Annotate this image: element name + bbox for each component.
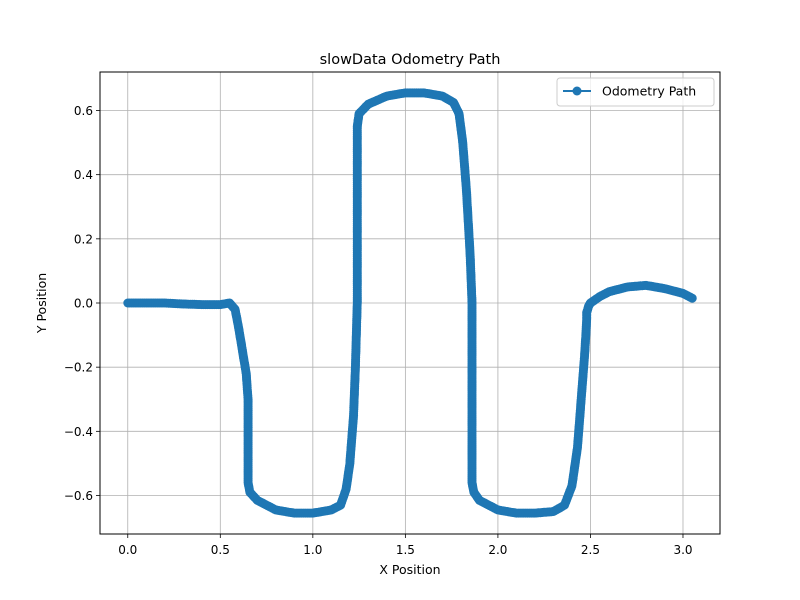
y-axis-ticks: −0.6 −0.4 −0.2 0.0 0.2 0.4 0.6 [64,104,100,503]
y-tick-label: −0.2 [64,361,93,375]
chart-title: slowData Odometry Path [320,52,501,68]
y-tick-label: 0.6 [74,104,93,118]
y-axis-label: Y Position [34,273,49,334]
legend-box [556,77,715,107]
x-tick-label: 1.5 [396,543,415,557]
x-tick-label: 2.0 [488,543,507,557]
x-tick-label: 0.5 [211,543,230,557]
x-axis-ticks: 0.0 0.5 1.0 1.5 2.0 2.5 3.0 [118,534,693,557]
x-tick-label: 3.0 [673,543,692,557]
plot-area [99,71,721,535]
y-tick-label: 0.4 [74,168,93,182]
legend-marker-swatch [572,86,582,96]
x-tick-label: 2.5 [581,543,600,557]
y-tick-label: 0.0 [74,297,93,311]
y-tick-label: 0.2 [74,232,93,246]
x-axis-label: X Position [379,562,440,577]
legend: Odometry Path [556,77,715,107]
x-tick-label: 0.0 [118,543,137,557]
series-marker [687,293,697,303]
series-layer [123,88,697,518]
legend-label: Odometry Path [602,84,696,99]
grid-lines [100,72,720,534]
x-tick-label: 1.0 [303,543,322,557]
y-tick-label: −0.4 [64,425,93,439]
y-tick-label: −0.6 [64,489,93,503]
